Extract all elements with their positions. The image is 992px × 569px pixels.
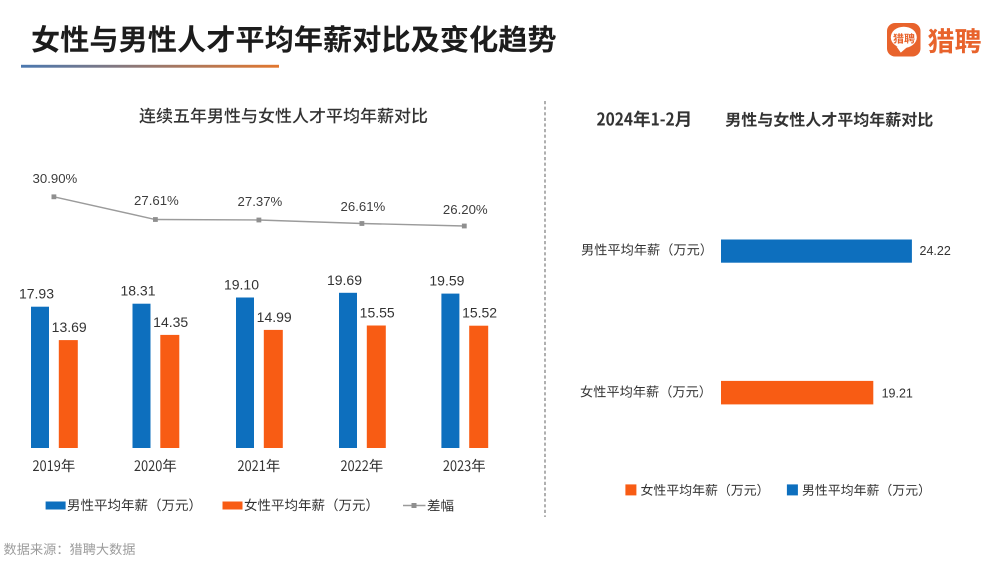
svg-text:14.35: 14.35	[153, 314, 188, 330]
svg-text:18.31: 18.31	[120, 283, 155, 299]
svg-text:13.69: 13.69	[52, 319, 87, 335]
svg-text:27.37%: 27.37%	[238, 194, 283, 209]
svg-text:30.90%: 30.90%	[33, 171, 78, 186]
svg-text:19.69: 19.69	[327, 272, 362, 288]
svg-text:19.10: 19.10	[224, 276, 259, 292]
svg-text:15.52: 15.52	[462, 305, 497, 321]
svg-text:19.59: 19.59	[429, 273, 464, 289]
svg-text:15.55: 15.55	[360, 304, 395, 320]
svg-text:19.21: 19.21	[882, 386, 913, 400]
svg-text:26.61%: 26.61%	[341, 199, 386, 214]
svg-text:14.99: 14.99	[257, 309, 292, 325]
svg-text:17.93: 17.93	[19, 286, 54, 302]
svg-text:26.20%: 26.20%	[443, 202, 488, 217]
svg-text:27.61%: 27.61%	[134, 193, 179, 208]
svg-text:24.22: 24.22	[920, 244, 951, 258]
